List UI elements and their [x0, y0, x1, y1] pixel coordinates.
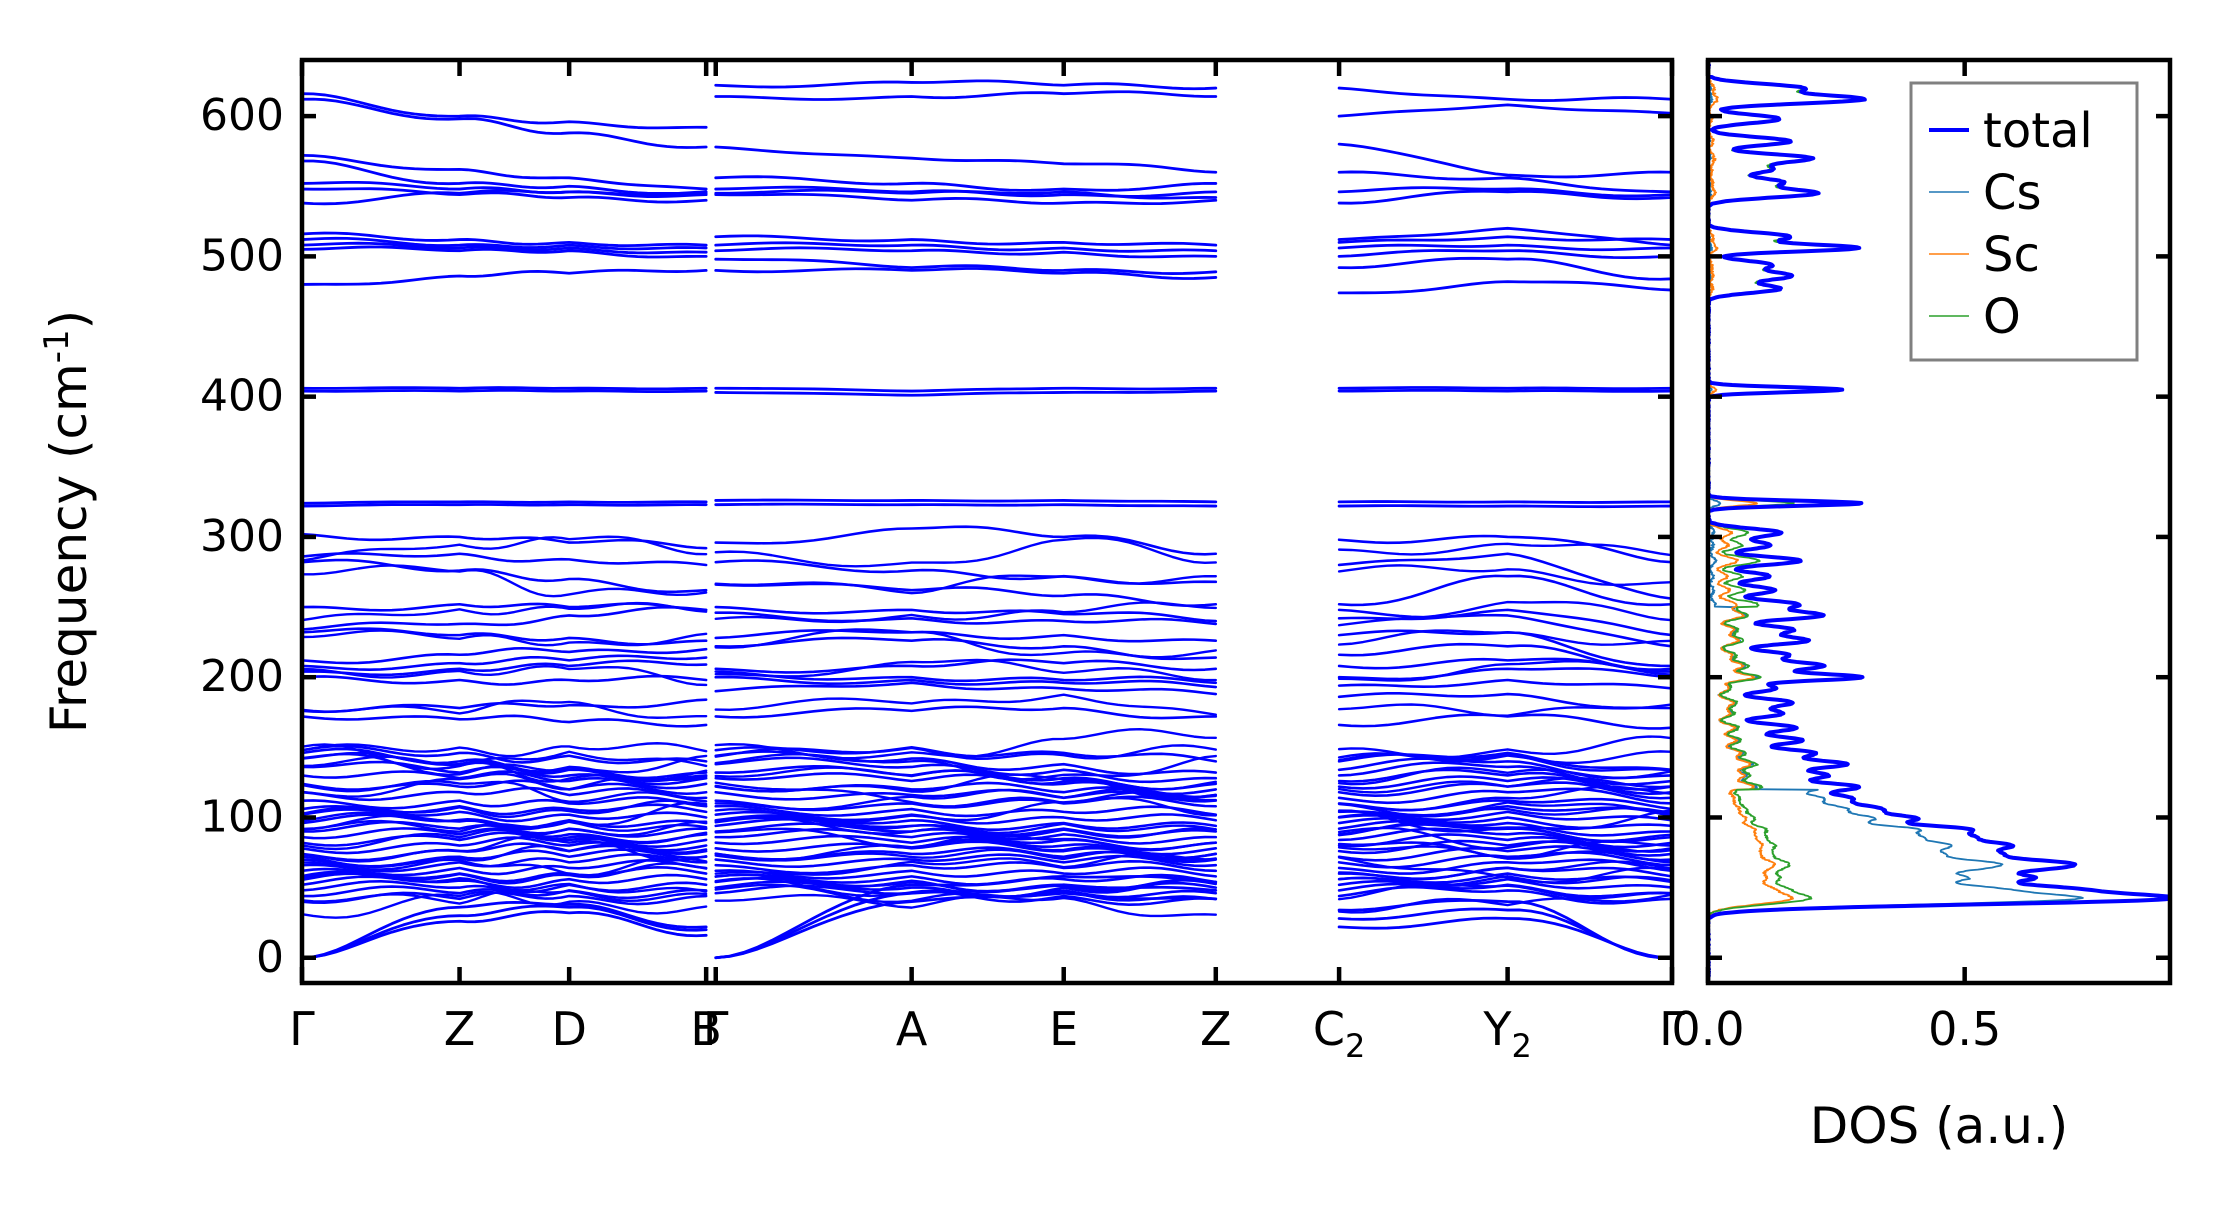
dos-x-tick-label: 0.5: [1928, 1002, 2001, 1056]
y-tick-label: 400: [200, 371, 284, 422]
y-tick-label: 300: [200, 511, 284, 562]
legend-label: total: [1983, 103, 2093, 159]
x-tick-label: D: [551, 1002, 586, 1056]
dos-x-axis-label: DOS (a.u.): [1810, 1097, 2069, 1155]
band-axes-frame: [299, 57, 1675, 986]
x-tick-label: Γ: [1659, 1002, 1685, 1056]
x-tick-label: E: [1049, 1002, 1078, 1056]
x-tick-label: B: [690, 1002, 722, 1056]
legend-label: O: [1983, 289, 2021, 345]
x-tick-label: C2: [1313, 1002, 1365, 1065]
dos-legend: total Cs Sc O: [1909, 81, 2139, 362]
legend-label: Sc: [1983, 227, 2040, 283]
dos-x-tick-label: 0.0: [1671, 1002, 1744, 1056]
y-tick-label: 600: [200, 90, 284, 141]
x-tick-label: Z: [444, 1002, 476, 1056]
legend-label: Cs: [1983, 165, 2042, 221]
y-axis-label: Frequency (cm-1): [37, 310, 98, 733]
y-tick-label: 200: [200, 651, 284, 702]
y-tick-label: 0: [256, 932, 284, 983]
x-tick-label: Z: [1200, 1002, 1232, 1056]
x-tick-label: Γ: [289, 1002, 315, 1056]
y-tick-label: 100: [200, 791, 284, 842]
x-tick-label: A: [896, 1002, 928, 1056]
x-tick-label: Y2: [1482, 1002, 1531, 1065]
x-tick-label: Γ: [703, 1002, 729, 1056]
dos-axes-frame: [1705, 57, 2173, 986]
y-tick-label: 500: [200, 230, 284, 281]
band-curves: [302, 79, 1672, 960]
